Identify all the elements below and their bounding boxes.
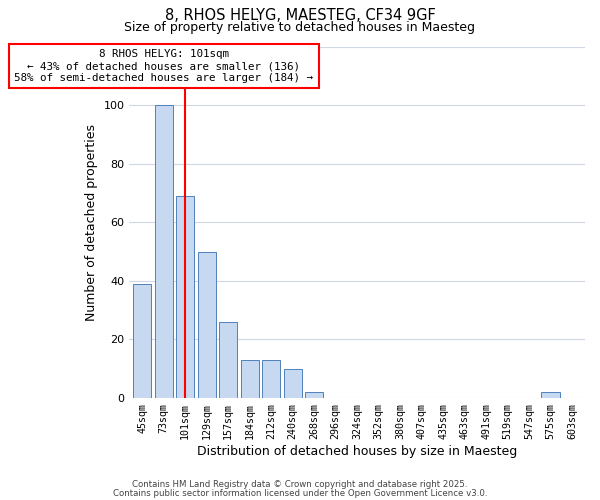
Bar [155,105,173,398]
Text: Contains HM Land Registry data © Crown copyright and database right 2025.: Contains HM Land Registry data © Crown c… [132,480,468,489]
Text: Size of property relative to detached houses in Maesteg: Size of property relative to detached ho… [125,21,476,34]
Bar [284,369,302,398]
Text: 8 RHOS HELYG: 101sqm
← 43% of detached houses are smaller (136)
58% of semi-deta: 8 RHOS HELYG: 101sqm ← 43% of detached h… [14,50,313,82]
Bar [197,252,216,398]
Bar [176,196,194,398]
X-axis label: Distribution of detached houses by size in Maesteg: Distribution of detached houses by size … [197,444,517,458]
Bar [541,392,560,398]
Bar [262,360,280,398]
Text: Contains public sector information licensed under the Open Government Licence v3: Contains public sector information licen… [113,488,487,498]
Bar [241,360,259,398]
Y-axis label: Number of detached properties: Number of detached properties [85,124,98,321]
Text: 8, RHOS HELYG, MAESTEG, CF34 9GF: 8, RHOS HELYG, MAESTEG, CF34 9GF [164,8,436,22]
Bar [305,392,323,398]
Bar [133,284,151,398]
Bar [219,322,238,398]
